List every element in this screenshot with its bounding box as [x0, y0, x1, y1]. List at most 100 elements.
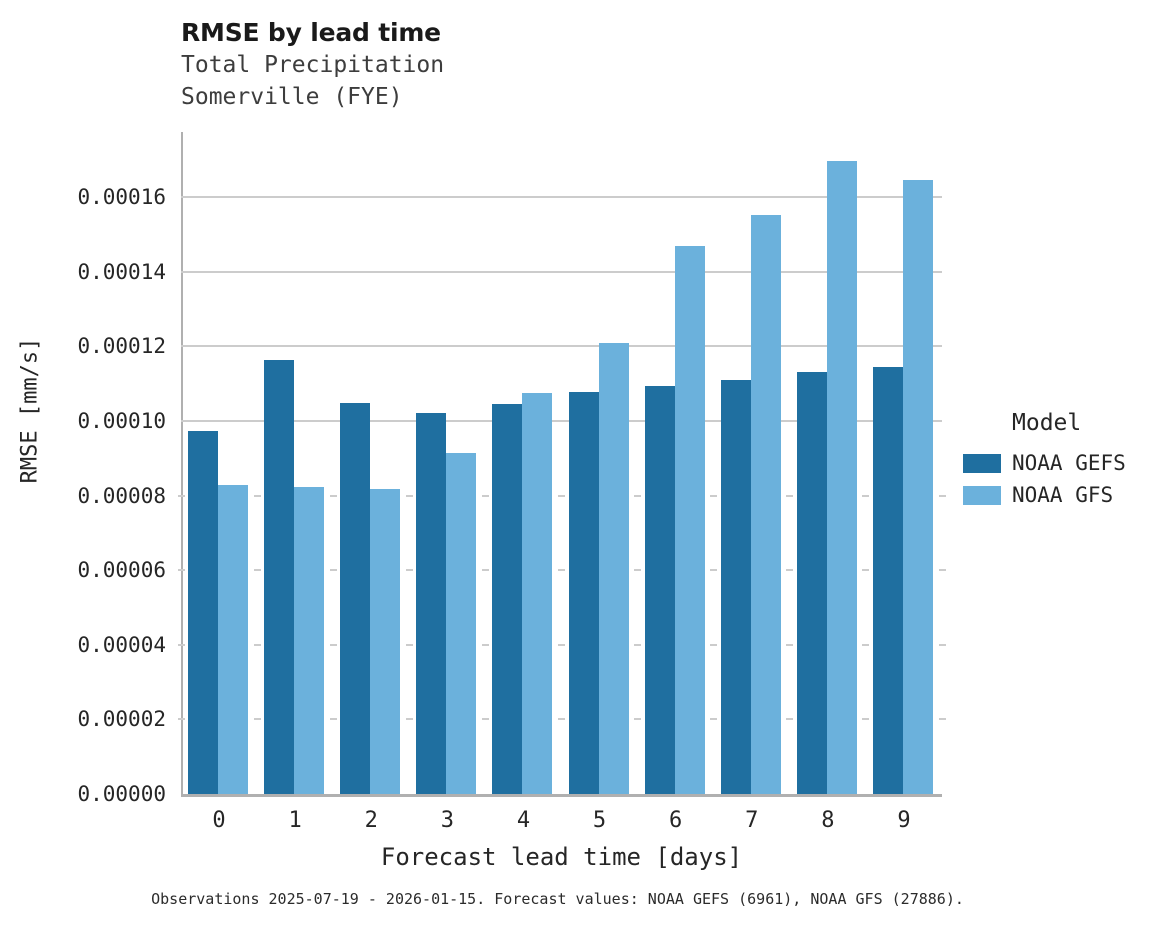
y-tick-mark	[177, 643, 185, 646]
legend-items: NOAA GEFS NOAA GFS	[963, 447, 1126, 511]
y-tick-mark	[558, 718, 565, 721]
bar-noaa-gfs-lead-1	[294, 487, 325, 794]
y-tick-mark	[253, 643, 261, 646]
y-tick-mark	[329, 569, 337, 572]
y-tick-label: 0.00004	[77, 632, 166, 657]
x-tick-label-9: 9	[897, 808, 911, 833]
y-tick-mark	[786, 718, 794, 721]
y-tick-mark	[405, 569, 413, 572]
bar-noaa-gfs-lead-2	[370, 488, 401, 794]
y-tick-mark	[710, 643, 718, 646]
y-tick-mark	[862, 494, 870, 497]
y-tick-mark	[177, 569, 185, 572]
page-title: RMSE by lead time	[181, 18, 441, 47]
bar-noaa-gefs-lead-7	[720, 379, 751, 794]
bar-noaa-gefs-lead-8	[796, 371, 827, 794]
y-tick-mark	[558, 569, 565, 572]
gridline	[181, 196, 942, 199]
y-tick-mark	[177, 494, 185, 497]
y-tick-mark	[481, 718, 489, 721]
x-tick-label-7: 7	[745, 808, 759, 833]
y-tick-mark	[938, 643, 946, 646]
y-tick-mark	[177, 718, 185, 721]
y-axis-title: RMSE [mm/s]	[17, 337, 43, 484]
y-tick-label: 0.00010	[77, 408, 166, 433]
y-tick-mark	[405, 643, 413, 646]
y-tick-mark	[862, 643, 870, 646]
y-tick-label: 0.00006	[77, 558, 166, 583]
y-tick-mark	[405, 718, 413, 721]
x-tick-label-5: 5	[592, 808, 607, 833]
y-tick-mark	[634, 718, 642, 721]
bar-noaa-gfs-lead-3	[446, 452, 477, 794]
y-tick-mark	[710, 569, 718, 572]
y-tick-mark	[786, 643, 794, 646]
legend-item-label: NOAA GEFS	[1012, 451, 1126, 475]
y-tick-mark	[634, 643, 642, 646]
y-tick-mark	[938, 494, 946, 497]
legend: Model NOAA GEFS NOAA GFS	[963, 410, 1126, 511]
y-tick-mark	[786, 494, 794, 497]
x-tick-label-1: 1	[288, 808, 302, 833]
y-tick-mark	[329, 494, 337, 497]
y-tick-mark	[405, 494, 413, 497]
y-tick-mark	[862, 718, 870, 721]
bar-noaa-gefs-lead-4	[492, 404, 523, 794]
gridline	[181, 270, 942, 273]
y-tick-mark	[481, 569, 489, 572]
x-tick-label-0: 0	[212, 808, 226, 833]
bar-noaa-gfs-lead-6	[674, 245, 705, 794]
y-tick-mark	[481, 494, 489, 497]
x-tick-label-8: 8	[821, 808, 835, 833]
gridline	[181, 419, 942, 422]
bar-noaa-gefs-lead-5	[568, 392, 599, 794]
x-axis-line	[181, 794, 942, 797]
x-tick-label-6: 6	[669, 808, 683, 833]
y-tick-mark	[329, 718, 337, 721]
chart-subtitle-location: Somerville (FYE)	[181, 84, 403, 110]
bar-noaa-gefs-lead-9	[872, 366, 903, 794]
y-tick-mark	[253, 569, 261, 572]
y-tick-label: 0.00008	[77, 483, 166, 508]
y-tick-label: 0.00000	[77, 782, 166, 806]
legend-item-noaa-gfs[interactable]: NOAA GFS	[963, 479, 1126, 511]
legend-swatch-icon	[963, 485, 1001, 505]
y-tick-label: 0.00002	[77, 707, 166, 732]
y-tick-mark	[862, 569, 870, 572]
y-tick-mark	[710, 494, 718, 497]
y-tick-mark	[634, 569, 642, 572]
legend-swatch-icon	[963, 453, 1001, 473]
y-tick-mark	[558, 643, 565, 646]
bar-noaa-gfs-lead-8	[826, 160, 857, 794]
y-tick-mark	[938, 569, 946, 572]
y-tick-mark	[329, 643, 337, 646]
y-tick-label: 0.00012	[77, 334, 166, 359]
y-axis-line	[181, 132, 183, 796]
plot-area	[177, 132, 946, 794]
y-tick-mark	[253, 494, 261, 497]
bar-noaa-gfs-lead-0	[218, 485, 248, 794]
y-tick-mark	[253, 718, 261, 721]
legend-title: Model	[1012, 410, 1082, 436]
y-tick-mark	[710, 718, 718, 721]
y-axis-tick-labels: 0.00000 0.00002 0.00004 0.00006 0.00008 0.000…	[0, 0, 166, 928]
x-tick-label-3: 3	[440, 808, 454, 833]
y-tick-mark	[938, 718, 946, 721]
bar-noaa-gefs-lead-3	[416, 412, 447, 794]
bar-noaa-gefs-lead-2	[340, 403, 371, 794]
y-tick-mark	[558, 494, 565, 497]
bar-noaa-gefs-lead-1	[264, 360, 295, 794]
y-tick-label: 0.00014	[77, 259, 166, 284]
x-tick-label-2: 2	[364, 808, 378, 833]
bar-noaa-gfs-lead-4	[522, 393, 553, 794]
bar-noaa-gfs-lead-9	[902, 180, 933, 794]
bar-noaa-gfs-lead-7	[750, 215, 781, 794]
x-tick-label-4: 4	[516, 808, 531, 833]
legend-item-noaa-gefs[interactable]: NOAA GEFS	[963, 447, 1126, 479]
chart-subtitle-variable: Total Precipitation	[181, 52, 445, 78]
bar-noaa-gefs-lead-0	[188, 431, 218, 794]
y-tick-mark	[634, 494, 642, 497]
y-tick-mark	[786, 569, 794, 572]
bar-noaa-gefs-lead-6	[644, 385, 675, 794]
footer-note: Observations 2025-07-19 - 2026-01-15. Fo…	[151, 890, 964, 908]
